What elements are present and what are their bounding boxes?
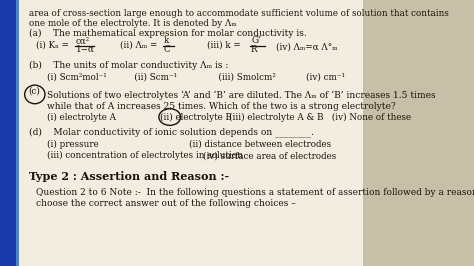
Text: k: k <box>164 36 169 45</box>
Text: Solutions of two electrolytes ‘A’ and ‘B’ are diluted. The Λₘ of ‘B’ increases 1: Solutions of two electrolytes ‘A’ and ‘B… <box>47 90 436 100</box>
Text: (iii) k =: (iii) k = <box>207 40 240 49</box>
Text: choose the correct answer out of the following choices –: choose the correct answer out of the fol… <box>36 199 296 208</box>
Text: (c): (c) <box>28 87 40 96</box>
Text: (i) Scm²mol⁻¹          (ii) Scm⁻¹               (iii) Smolcm²           (iv) cm⁻: (i) Scm²mol⁻¹ (ii) Scm⁻¹ (iii) Smolcm² (… <box>47 73 345 82</box>
Text: one mole of the electrolyte. It is denoted by Λₘ: one mole of the electrolyte. It is denot… <box>29 19 237 28</box>
Text: C: C <box>164 45 171 54</box>
Text: (a)    The mathematical expression for molar conductivity is.: (a) The mathematical expression for mola… <box>29 29 307 38</box>
Text: 1−α: 1−α <box>76 45 95 54</box>
Text: while that of A increases 25 times. Which of the two is a strong electrolyte?: while that of A increases 25 times. Whic… <box>47 102 396 111</box>
Text: R: R <box>251 45 257 54</box>
Bar <box>0 0 16 266</box>
Text: Type 2 : Assertion and Reason :-: Type 2 : Assertion and Reason :- <box>29 171 229 182</box>
Text: (i) Kₙ =: (i) Kₙ = <box>36 40 69 49</box>
Text: (iv) Λₘ=α Λ°ₘ: (iv) Λₘ=α Λ°ₘ <box>276 43 337 52</box>
Text: (iii) electrolyte A & B   (iv) None of these: (iii) electrolyte A & B (iv) None of the… <box>228 113 410 122</box>
Text: (i) electrolyte A: (i) electrolyte A <box>47 113 116 122</box>
Text: (ii) electrolyte B: (ii) electrolyte B <box>160 113 231 122</box>
Text: area of cross-section large enough to accommodate sufficient volume of solution : area of cross-section large enough to ac… <box>29 9 449 18</box>
Bar <box>16 0 19 266</box>
Text: (ii) distance between electrodes: (ii) distance between electrodes <box>189 139 331 148</box>
Text: (iv) surface area of electrodes: (iv) surface area of electrodes <box>203 151 337 160</box>
Text: (iii) concentration of electrolytes in solution: (iii) concentration of electrolytes in s… <box>47 151 243 160</box>
Text: Question 2 to 6 Note :-  In the following questions a statement of assertion fol: Question 2 to 6 Note :- In the following… <box>36 188 474 197</box>
Text: (d)    Molar conductivity of ionic solution depends on ________.: (d) Molar conductivity of ionic solution… <box>29 128 314 138</box>
Text: (i) pressure: (i) pressure <box>47 139 99 148</box>
Text: cα²: cα² <box>76 36 90 45</box>
Text: (b)    The units of molar conductivity Λₘ is :: (b) The units of molar conductivity Λₘ i… <box>29 61 228 70</box>
Text: G’: G’ <box>251 36 261 45</box>
Text: (ii) Λₘ =: (ii) Λₘ = <box>120 40 157 49</box>
